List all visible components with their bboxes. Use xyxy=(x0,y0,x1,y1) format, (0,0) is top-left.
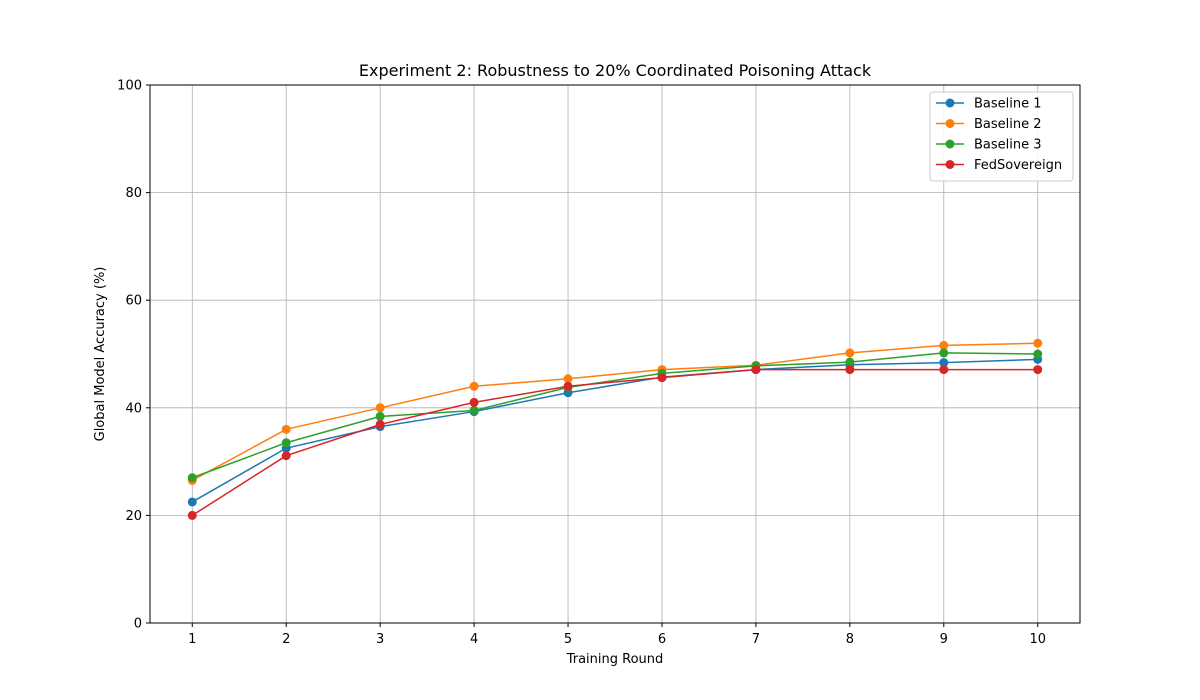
data-point xyxy=(845,357,855,367)
data-point xyxy=(281,424,291,434)
series-line xyxy=(192,352,1038,479)
data-point xyxy=(657,373,667,383)
legend-swatch-marker xyxy=(945,98,955,108)
data-point xyxy=(375,403,385,413)
y-tick-label: 60 xyxy=(125,294,142,309)
y-tick-label: 100 xyxy=(117,79,142,94)
data-point xyxy=(939,348,949,358)
x-tick-label: 2 xyxy=(282,632,290,647)
legend-swatch-marker xyxy=(945,119,955,128)
x-tick-label: 7 xyxy=(752,632,760,647)
legend-label: Baseline 1 xyxy=(974,97,1042,112)
plot-frame xyxy=(149,84,1081,624)
series-line xyxy=(191,368,1038,517)
x-tick-label: 3 xyxy=(376,632,384,647)
x-tick-label: 9 xyxy=(940,632,948,647)
x-tick-label: 6 xyxy=(658,632,666,647)
x-tick-label: 10 xyxy=(1029,632,1046,647)
x-tick-label: 8 xyxy=(846,632,854,647)
y-tick-label: 40 xyxy=(125,401,142,416)
series-baseline-1 xyxy=(187,354,1043,507)
data-point xyxy=(1033,365,1043,375)
legend-item: Baseline 2 xyxy=(936,117,1042,132)
data-point xyxy=(469,397,479,407)
series-layer xyxy=(187,338,1043,520)
data-point xyxy=(939,340,949,350)
legend: Baseline 1 Baseline 2 Baseline 3 FedSoverei… xyxy=(929,91,1074,182)
legend-label: Baseline 2 xyxy=(974,117,1042,132)
data-point xyxy=(375,411,385,421)
legend-box xyxy=(929,91,1074,182)
series-baseline-2 xyxy=(187,338,1043,485)
data-point xyxy=(1033,349,1043,359)
y-tick-label: 20 xyxy=(125,509,142,524)
series-line xyxy=(191,358,1038,503)
data-point xyxy=(1033,338,1043,348)
x-axis-label: Training Round xyxy=(566,652,664,667)
data-point xyxy=(939,365,949,375)
data-point xyxy=(187,497,197,507)
legend-label: Baseline 3 xyxy=(974,138,1042,153)
x-tick-label: 5 xyxy=(564,632,572,647)
data-point xyxy=(187,510,197,520)
data-point xyxy=(751,365,761,375)
data-point xyxy=(187,473,197,483)
y-tick-label: 0 xyxy=(134,617,142,632)
data-point xyxy=(281,438,291,448)
legend-label: FedSovereign xyxy=(974,158,1062,173)
data-point xyxy=(469,405,479,415)
data-point xyxy=(939,358,949,368)
data-point xyxy=(845,365,855,375)
data-point xyxy=(563,374,573,384)
x-tick-label: 4 xyxy=(470,632,478,647)
y-axis-label: Global Model Accuracy (%) xyxy=(93,267,108,442)
data-point xyxy=(281,451,291,461)
data-point xyxy=(375,419,385,429)
legend-swatch-marker xyxy=(945,139,955,149)
series-fedsovereign xyxy=(187,365,1043,520)
y-tick-label: 80 xyxy=(125,186,142,201)
data-point xyxy=(845,348,855,358)
legend-item: Baseline 1 xyxy=(936,97,1042,112)
data-point xyxy=(563,381,573,391)
legend-swatch-marker xyxy=(945,160,955,169)
series-baseline-3 xyxy=(187,348,1043,483)
x-tick-label: 1 xyxy=(188,632,196,647)
series-line xyxy=(191,342,1038,482)
legend-item: FedSovereign xyxy=(936,158,1062,173)
chart-title: Experiment 2: Robustness to 20% Coordina… xyxy=(359,61,872,80)
legend-item: Baseline 3 xyxy=(936,138,1042,153)
data-point xyxy=(469,381,479,391)
